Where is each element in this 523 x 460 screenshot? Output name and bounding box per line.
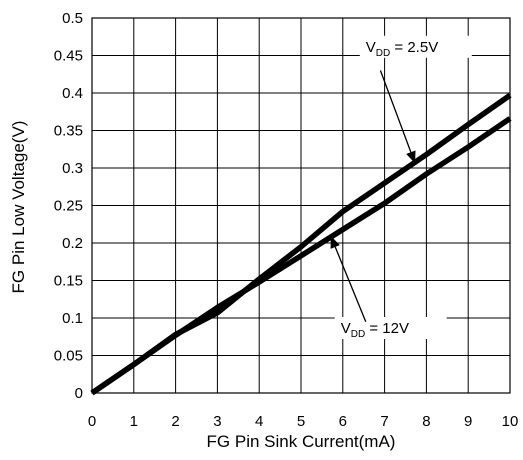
- x-tick-label: 9: [464, 413, 472, 430]
- plot-border: [91, 17, 511, 394]
- y-tick-label: 0.05: [54, 348, 83, 365]
- x-tick-label: 1: [130, 413, 138, 430]
- annotation-bg: [359, 35, 472, 58]
- y-tick-label: 0.1: [62, 310, 83, 327]
- y-tick-label: 0.4: [62, 85, 83, 102]
- annotation-arrow: [330, 235, 367, 322]
- x-tick-label: 10: [502, 413, 519, 430]
- y-tick-label: 0.3: [62, 160, 83, 177]
- y-axis-label: FG Pin Low Voltage(V): [9, 121, 28, 294]
- grid: [91, 17, 511, 394]
- y-tick-label: 0.5: [62, 10, 83, 27]
- y-tick-label: 0.2: [62, 235, 83, 252]
- y-tick-label: 0.45: [54, 48, 83, 65]
- annotation-label-rest: = 12V: [365, 320, 409, 337]
- series-layer: [90, 93, 512, 396]
- y-tick-label: 0.35: [54, 123, 83, 140]
- y-tick-label: 0.25: [54, 198, 83, 215]
- y-tick-label: 0.15: [54, 273, 83, 290]
- x-tick-label: 0: [88, 413, 96, 430]
- x-tick-label: 4: [255, 413, 263, 430]
- annotation-label-sub: DD: [376, 48, 390, 59]
- ticks-layer: 0 1 2 3 4 5 6 7 8 9 10 0 0.05 0.1 0.15 0.2 0.25 0.3 0.35 0.…: [54, 10, 519, 430]
- annotation-label-main: V: [341, 320, 351, 337]
- annotation-arrow: [379, 70, 416, 164]
- annotation-label-sub: DD: [351, 329, 365, 340]
- annotation-label-main: V: [366, 39, 376, 56]
- x-tick-label: 8: [422, 413, 430, 430]
- annotation-label: VDD = 12V: [341, 320, 409, 340]
- x-tick-label: 5: [297, 413, 305, 430]
- y-tick-label: 0: [75, 385, 83, 402]
- x-axis-label: FG Pin Sink Current(mA): [207, 432, 396, 451]
- x-tick-label: 3: [213, 413, 221, 430]
- x-tick-label: 6: [339, 413, 347, 430]
- annotation-bg: [334, 317, 447, 339]
- annotation-label: VDD = 2.5V: [366, 39, 438, 59]
- series-line-1: [90, 116, 512, 396]
- x-tick-label: 7: [380, 413, 388, 430]
- annotation-label-rest: = 2.5V: [390, 39, 438, 56]
- x-tick-label: 2: [171, 413, 179, 430]
